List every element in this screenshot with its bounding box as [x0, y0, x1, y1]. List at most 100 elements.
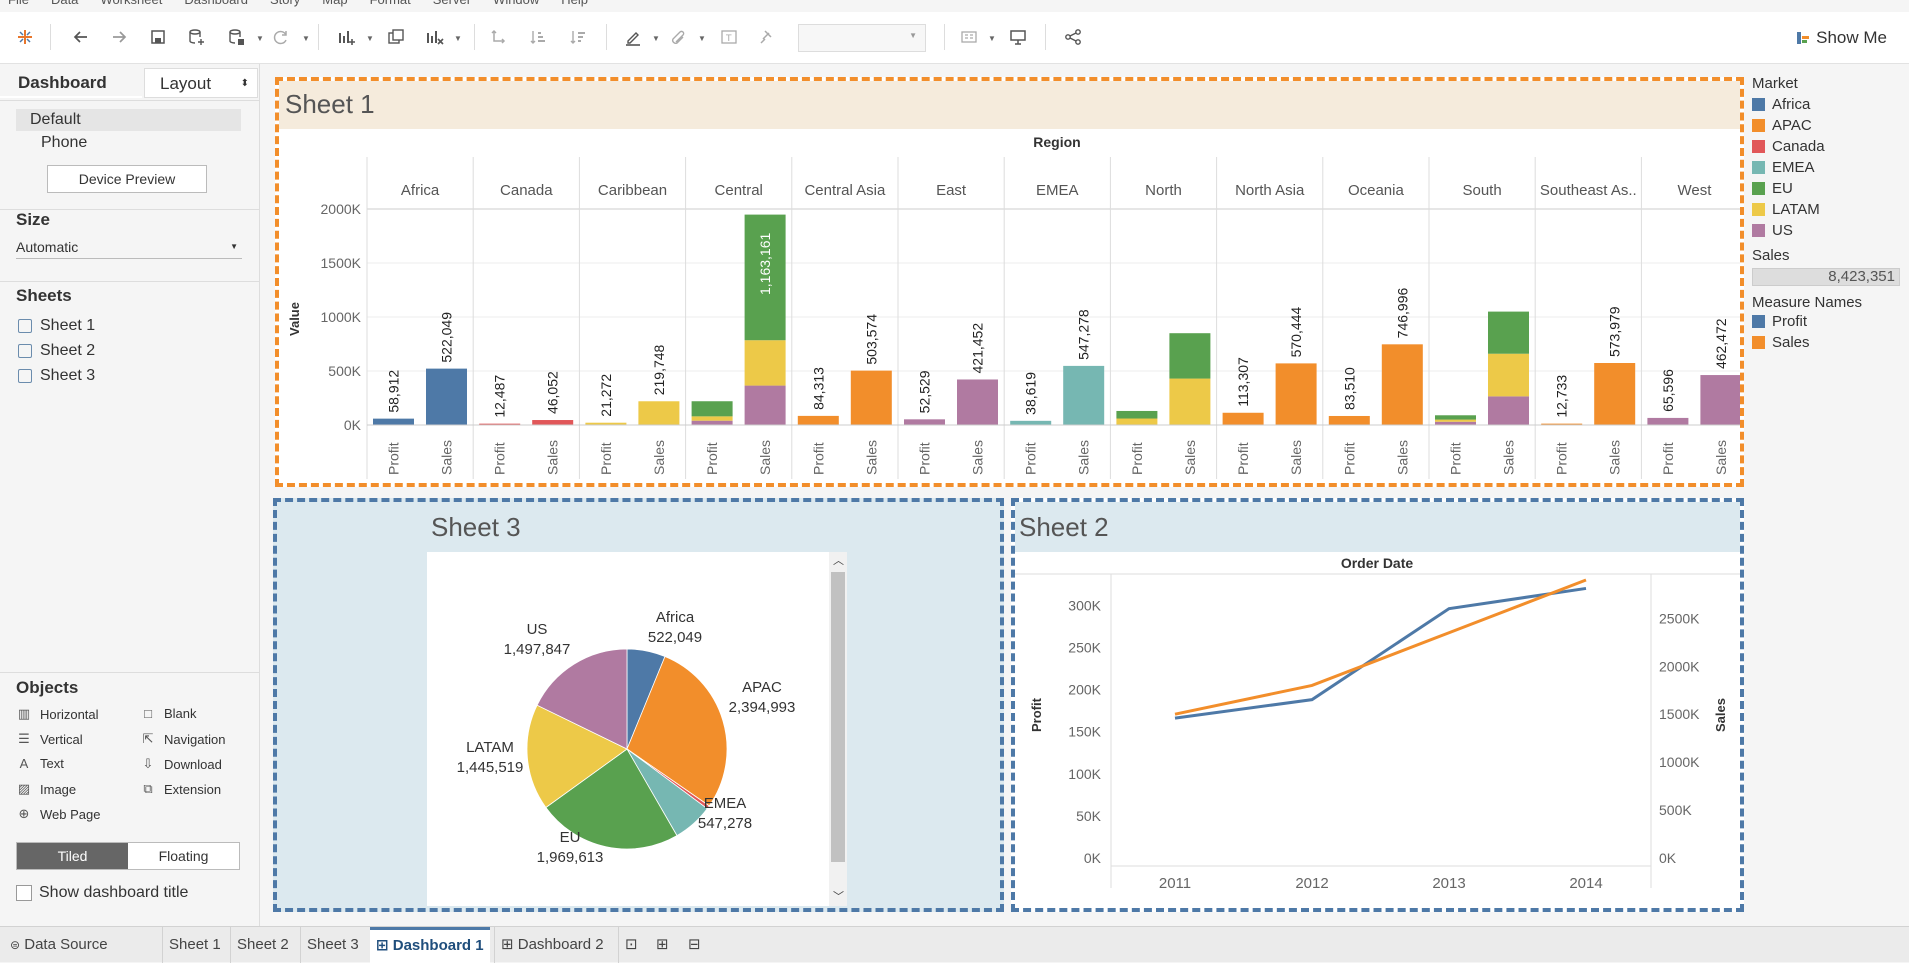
scroll-up-icon[interactable]: ︿ — [833, 555, 844, 567]
object-web-page[interactable]: ⊕ Web Page — [16, 806, 101, 822]
pie-slice-eu[interactable] — [545, 748, 678, 850]
sort-descending-icon[interactable] — [568, 26, 590, 48]
bar-segment-profit[interactable] — [1541, 423, 1583, 426]
tab-dashboard-2[interactable]: ⊞ Dashboard 2 — [494, 927, 610, 963]
device-preview-button[interactable]: Device Preview — [47, 165, 207, 193]
bar-segment-sales[interactable] — [1488, 396, 1529, 425]
new-data-source-icon[interactable] — [185, 26, 207, 48]
sales-range-bar[interactable]: 8,423,351 — [1752, 268, 1900, 286]
new-worksheet-icon[interactable] — [336, 26, 358, 48]
show-labels-icon[interactable]: T — [718, 26, 740, 48]
legend-item-africa[interactable]: Africa — [1752, 94, 1909, 115]
save-icon[interactable] — [147, 26, 169, 48]
pie-slice-us[interactable] — [536, 648, 628, 750]
menu-item-server[interactable]: Server — [433, 0, 471, 10]
new-worksheet-tab-icon[interactable]: ⊡ — [618, 927, 644, 963]
sheet-3-zone[interactable]: Sheet 3 Africa 522,049 APAC 2,394,993 EMEA 54… — [273, 498, 1004, 912]
legend-item-sales[interactable]: Sales — [1752, 332, 1909, 353]
tab-sheet-2[interactable]: Sheet 2 — [230, 927, 295, 963]
legend-item-us[interactable]: US — [1752, 220, 1909, 241]
bar-segment-sales[interactable] — [744, 214, 786, 341]
bar-segment-profit[interactable] — [1010, 420, 1052, 425]
bar-segment-sales[interactable] — [426, 368, 467, 425]
show-cards-icon[interactable] — [958, 26, 980, 48]
line-series-profit[interactable] — [1174, 586, 1587, 720]
undo-icon[interactable] — [70, 26, 92, 48]
tableau-logo-icon[interactable] — [14, 26, 36, 48]
bar-segment-sales[interactable] — [850, 370, 892, 425]
sheet-1-zone[interactable]: Sheet 1 Region Value 0K 500K 1000K 1500K 2000K… — [275, 77, 1744, 487]
scroll-thumb[interactable] — [831, 572, 845, 862]
object-blank[interactable]: □ Blank — [140, 706, 196, 721]
sheet-item-1[interactable]: Sheet 1 — [18, 317, 95, 335]
bar-segment-profit[interactable] — [373, 418, 414, 425]
bar-segment-profit[interactable] — [1222, 412, 1264, 425]
bar-segment-profit[interactable] — [1647, 417, 1689, 425]
share-icon[interactable] — [1062, 26, 1084, 48]
bar-segment-sales[interactable] — [1594, 363, 1636, 425]
bar-segment-sales[interactable] — [1381, 344, 1423, 425]
swap-rows-columns-icon[interactable] — [488, 26, 510, 48]
bar-segment-sales[interactable] — [744, 385, 786, 425]
device-phone[interactable]: Phone — [41, 134, 88, 151]
pie-slice-latam[interactable] — [526, 704, 628, 809]
menu-item-format[interactable]: Format — [370, 0, 411, 10]
bar-segment-sales[interactable] — [1488, 353, 1529, 397]
bar-segment-sales[interactable] — [957, 379, 998, 425]
bar-segment-profit[interactable] — [691, 416, 733, 421]
new-story-tab-icon[interactable]: ⊟ — [688, 936, 701, 953]
menu-item-data[interactable]: Data — [51, 0, 78, 10]
tab-data-source[interactable]: ⊜ Data Source — [4, 927, 114, 963]
object-text[interactable]: A Text — [16, 756, 64, 771]
duplicate-sheet-icon[interactable] — [385, 26, 407, 48]
pie-scrollbar[interactable]: ︿ ﹀ — [829, 552, 847, 906]
tab-dashboard[interactable]: Dashboard — [0, 68, 142, 98]
bar-segment-sales[interactable] — [1169, 378, 1211, 425]
bar-segment-profit[interactable] — [1116, 418, 1158, 425]
bar-segment-sales[interactable] — [1275, 363, 1317, 425]
clear-sheet-icon[interactable] — [424, 26, 446, 48]
fit-dropdown[interactable]: ▼ — [798, 24, 926, 52]
legend-item-emea[interactable]: EMEA — [1752, 157, 1909, 178]
fix-axes-icon[interactable] — [756, 26, 778, 48]
bar-segment-profit[interactable] — [1435, 421, 1476, 425]
show-title-checkbox-row[interactable]: Show dashboard title — [16, 884, 188, 902]
bar-segment-sales[interactable] — [744, 340, 786, 386]
bar-segment-profit[interactable] — [691, 420, 733, 425]
tab-layout[interactable]: Layout ⬍ — [144, 68, 258, 98]
legend-item-apac[interactable]: APAC — [1752, 115, 1909, 136]
presentation-mode-icon[interactable] — [1007, 26, 1029, 48]
line-series-sales[interactable] — [1174, 578, 1587, 716]
bar-segment-profit[interactable] — [797, 415, 839, 425]
pie-slice-apac[interactable] — [626, 655, 728, 807]
menu-item-dashboard[interactable]: Dashboard — [184, 0, 248, 10]
menu-item-map[interactable]: Map — [322, 0, 347, 10]
scroll-down-icon[interactable]: ﹀ — [833, 891, 844, 903]
show-title-checkbox[interactable] — [16, 885, 32, 901]
bar-segment-profit[interactable] — [479, 423, 521, 426]
bar-segment-profit[interactable] — [904, 419, 945, 425]
device-default[interactable]: Default — [16, 109, 241, 131]
menu-item-story[interactable]: Story — [270, 0, 300, 10]
sort-ascending-icon[interactable] — [528, 26, 550, 48]
sheet-item-2[interactable]: Sheet 2 — [18, 342, 95, 360]
new-dashboard-tab-icon[interactable]: ⊞ — [656, 936, 669, 953]
floating-button[interactable]: Floating — [128, 843, 239, 869]
bar-segment-sales[interactable] — [1169, 333, 1211, 379]
object-download[interactable]: ⇩ Download — [140, 756, 222, 772]
menu-item-window[interactable]: Window — [493, 0, 539, 10]
object-extension[interactable]: ⧉ Extension — [140, 781, 221, 797]
show-me-button[interactable]: Show Me — [1796, 28, 1887, 48]
group-members-icon[interactable] — [668, 26, 690, 48]
menu-item-help[interactable]: Help — [561, 0, 588, 10]
legend-item-eu[interactable]: EU — [1752, 178, 1909, 199]
object-navigation[interactable]: ⇱ Navigation — [140, 731, 226, 747]
bar-segment-profit[interactable] — [1116, 410, 1158, 419]
bar-segment-profit[interactable] — [1328, 415, 1370, 425]
bar-segment-sales[interactable] — [1488, 311, 1529, 354]
bar-segment-sales[interactable] — [638, 401, 680, 425]
bar-segment-profit[interactable] — [691, 401, 733, 417]
tab-dashboard-1[interactable]: ⊞ Dashboard 1 — [370, 927, 490, 963]
pause-updates-icon[interactable] — [225, 26, 247, 48]
menu-item-file[interactable]: File — [8, 0, 29, 10]
